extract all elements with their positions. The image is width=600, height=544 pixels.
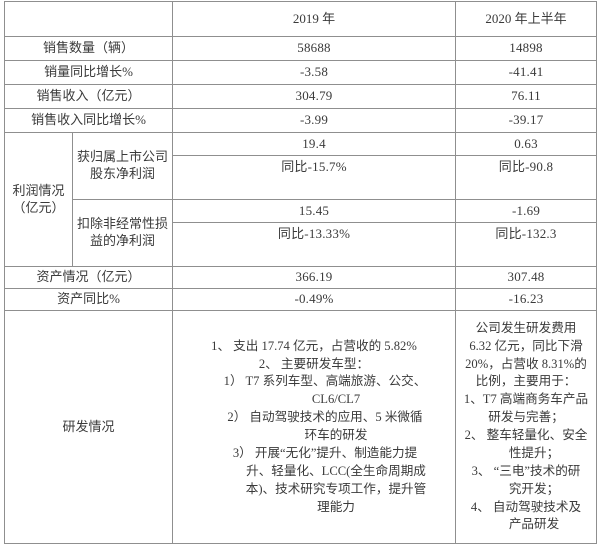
header-corner-cell — [4, 1, 173, 37]
rd-2020h1-item-2-cont: 性提升； — [508, 445, 560, 460]
rd-2020h1-item-1: 1、T7 高端商务车产品 — [463, 392, 589, 407]
table-row: 资产同比% -0.49% -16.23 — [4, 288, 597, 311]
rd-2020h1-para-line-2: 6.32 亿元，同比下滑 — [469, 338, 583, 353]
cell-sales-volume-2020h1: 14898 — [455, 36, 597, 61]
rd-2019-item-3-cont-a: 升、轻量化、LCC(全生命周期成 — [246, 463, 426, 478]
cell-rd-2020h1: 公司发生研发费用 6.32 亿元，同比下滑 20%，占营收 8.31%的 比例，… — [455, 310, 597, 544]
rd-2019-item-1: 1） T7 系列车型、高端旅游、公交、 — [223, 374, 427, 389]
table-row: 扣除非经常性损益的净利润 15.45 -1.69 — [5, 199, 597, 267]
row-label-assets: 资产情况（亿元） — [4, 266, 173, 289]
cell-net-profit-attributable-2019: 19.4 — [172, 132, 456, 156]
cell-net-profit-attributable-yoy-2019: 同比-15.7% — [172, 155, 456, 200]
cell-sales-revenue-2020h1: 76.11 — [455, 84, 597, 109]
header-col-2019: 2019 年 — [172, 1, 456, 37]
cell-net-profit-attributable-2020h1: 0.63 — [455, 132, 597, 156]
cell-sales-volume-yoy-2019: -3.58 — [172, 60, 456, 85]
rd-2020h1-item-3-cont: 究开发； — [508, 481, 560, 496]
row-label-net-profit-attributable: 获归属上市公司股东净利润 — [72, 132, 173, 200]
row-label-sales-volume-yoy: 销量同比增长% — [4, 60, 173, 85]
cell-net-profit-excl-2020h1: -1.69 — [455, 199, 597, 223]
cell-assets-yoy-2019: -0.49% — [172, 288, 456, 311]
rd-2019-item-1-cont: CL6/CL7 — [311, 392, 361, 407]
cell-assets-yoy-2020h1: -16.23 — [455, 288, 597, 311]
table-row: 利润情况（亿元） 获归属上市公司股东净利润 19.4 0.63 — [4, 132, 597, 267]
table-row: 销售数量（辆） 58688 14898 — [4, 36, 597, 61]
rd-2019-item-2-cont: 环车的研发 — [304, 428, 368, 442]
row-label-assets-yoy: 资产同比% — [4, 288, 173, 311]
cell-assets-2020h1: 307.48 — [455, 266, 597, 289]
row-label-rd: 研发情况 — [4, 310, 173, 544]
rd-2019-line-1: 1、 支出 17.74 亿元，占营收的 5.82% — [211, 338, 417, 353]
cell-net-profit-excl-yoy-2020h1: 同比-132.3 — [455, 222, 597, 267]
table-row: 销量同比增长% -3.58 -41.41 — [4, 60, 597, 85]
header-col-2020h1: 2020 年上半年 — [455, 1, 597, 37]
table-row: 销售收入同比增长% -3.99 -39.17 — [4, 108, 597, 133]
row-label-sales-revenue: 销售收入（亿元） — [4, 84, 173, 109]
table-header-row: 2019 年 2020 年上半年 — [4, 1, 597, 37]
table-row: 资产情况（亿元） 366.19 307.48 — [4, 266, 597, 289]
rd-2019-line-2: 2、 主要研发车型： — [258, 356, 370, 371]
cell-sales-revenue-yoy-2019: -3.99 — [172, 108, 456, 133]
cell-sales-volume-yoy-2020h1: -41.41 — [455, 60, 597, 85]
cell-net-profit-excl-2019: 15.45 — [172, 199, 456, 223]
table-row: 销售收入（亿元） 304.79 76.11 — [4, 84, 597, 109]
rd-2020h1-item-1-cont: 研发与完善； — [488, 410, 564, 425]
financial-summary-table: 2019 年 2020 年上半年 销售数量（辆） 58688 14898 销量同… — [4, 1, 597, 544]
rd-2019-item-3-cont-b: 本)、技术研究专项工作，提升管 — [245, 481, 427, 496]
row-label-profit-group: 利润情况（亿元） — [4, 132, 73, 267]
row-label-net-profit-excl-nonrecurring: 扣除非经常性损益的净利润 — [72, 199, 173, 267]
table-row-rd: 研发情况 1、 支出 17.74 亿元，占营收的 5.82% 2、 主要研发车型… — [4, 310, 597, 544]
rd-2019-item-2: 2） 自动驾驶技术的应用、5 米微循 — [227, 410, 423, 425]
rd-2019-item-3-cont-c: 理能力 — [317, 499, 355, 514]
rd-2020h1-item-4-cont: 产品研发 — [508, 517, 560, 532]
table-row: 同比-13.33% 同比-132.3 — [5, 222, 597, 267]
financial-table-sheet: 2019 年 2020 年上半年 销售数量（辆） 58688 14898 销量同… — [4, 1, 597, 544]
cell-sales-volume-2019: 58688 — [172, 36, 456, 61]
rd-2020h1-item-3: 3、 “三电”技术的研 — [471, 463, 581, 478]
rd-2020h1-para-line-4: 比例，主要用于： — [475, 374, 577, 389]
rd-2020h1-item-4: 4、 自动驾驶技术及 — [470, 499, 582, 514]
table-row: 同比-15.7% 同比-90.8 — [5, 155, 597, 200]
rd-2019-item-3: 3） 开展“无化”提升、制造能力提 — [232, 445, 418, 460]
cell-rd-2019: 1、 支出 17.74 亿元，占营收的 5.82% 2、 主要研发车型： 1） … — [172, 310, 456, 544]
cell-sales-revenue-2019: 304.79 — [172, 84, 456, 109]
cell-assets-2019: 366.19 — [172, 266, 456, 289]
cell-net-profit-excl-yoy-2019: 同比-13.33% — [172, 222, 456, 267]
cell-net-profit-attributable-yoy-2020h1: 同比-90.8 — [455, 155, 597, 200]
rd-2020h1-item-2: 2、 整车轻量化、安全 — [464, 428, 588, 442]
rd-2020h1-para-line-3: 20%，占营收 8.31%的 — [465, 356, 587, 371]
row-label-sales-revenue-yoy: 销售收入同比增长% — [4, 108, 173, 133]
rd-2020h1-para-line-1: 公司发生研发费用 — [475, 320, 577, 335]
cell-sales-revenue-yoy-2020h1: -39.17 — [455, 108, 597, 133]
row-label-sales-volume: 销售数量（辆） — [4, 36, 173, 61]
